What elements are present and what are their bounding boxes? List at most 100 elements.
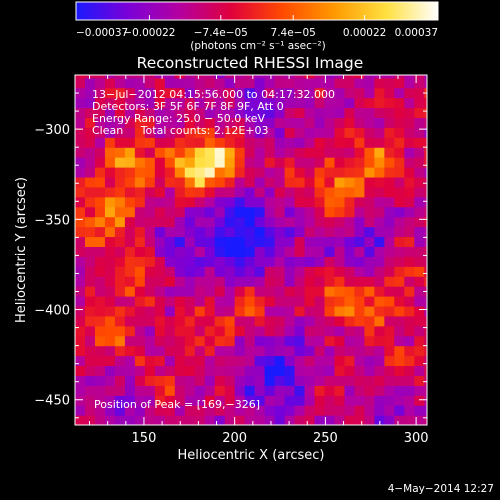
heatmap-cell: [224, 216, 236, 228]
heatmap-cell: [94, 305, 106, 317]
heatmap-cell: [324, 385, 336, 396]
heatmap-cell: [354, 365, 366, 376]
heatmap-cell: [124, 236, 136, 247]
heatmap-cell: [284, 216, 296, 228]
heatmap-cell: [124, 167, 136, 178]
heatmap-cell: [304, 167, 316, 178]
heatmap-cell: [424, 256, 427, 267]
heatmap-cell: [75, 355, 86, 367]
heatmap-cell: [234, 77, 246, 89]
heatmap-cell: [174, 256, 186, 267]
heatmap-cell: [424, 75, 427, 79]
heatmap-cell: [224, 276, 236, 287]
heatmap-cell: [75, 236, 86, 247]
heatmap-cell: [134, 186, 146, 198]
heatmap-cell: [204, 176, 216, 188]
heatmap-cell: [304, 186, 316, 198]
heatmap-cell: [94, 415, 106, 425]
heatmap-cell: [174, 176, 186, 188]
heatmap-cell: [274, 77, 286, 89]
heatmap-cell: [294, 395, 306, 406]
heatmap-cell: [164, 206, 176, 218]
heatmap-cell: [154, 315, 166, 327]
heatmap-cell: [264, 117, 276, 128]
heatmap-cell: [314, 137, 326, 148]
heatmap-cell: [104, 176, 116, 188]
heatmap-cell: [104, 97, 116, 109]
heatmap-cell: [304, 216, 316, 228]
heatmap-cell: [204, 147, 216, 158]
heatmap-cell: [214, 365, 226, 376]
heatmap-cell: [234, 75, 246, 79]
heatmap-cell: [404, 286, 415, 297]
heatmap-cell: [294, 87, 306, 99]
heatmap-cell: [334, 236, 346, 247]
heatmap-cell: [274, 137, 286, 148]
heatmap-cell: [364, 286, 375, 297]
heatmap-cell: [424, 167, 427, 178]
heatmap-cell: [254, 216, 266, 228]
heatmap-cell: [134, 147, 146, 158]
heatmap-cell: [224, 395, 236, 406]
heatmap-cell: [164, 127, 176, 138]
heatmap-cell: [274, 75, 286, 79]
heatmap-cell: [124, 415, 136, 425]
heatmap-cell: [344, 77, 356, 89]
colorbar-tick-label: 7.4e−05: [271, 27, 316, 39]
heatmap-cell: [224, 186, 236, 198]
heatmap-cell: [224, 157, 236, 168]
heatmap-cell: [124, 345, 136, 357]
heatmap-cell: [224, 107, 236, 118]
heatmap-cell: [194, 107, 206, 118]
heatmap-cell: [354, 286, 366, 297]
heatmap-cell: [274, 167, 286, 178]
heatmap-cell: [204, 405, 216, 416]
heatmap-cell: [154, 147, 166, 158]
heatmap-cell: [204, 127, 216, 138]
heatmap-cell: [224, 117, 236, 128]
heatmap-cell: [184, 157, 196, 168]
heatmap-cell: [364, 236, 375, 247]
heatmap-cell: [234, 137, 246, 148]
heatmap-cell: [104, 325, 116, 337]
heatmap-cell: [314, 405, 326, 416]
heatmap-cell: [184, 315, 196, 327]
heatmap-cell: [364, 246, 375, 257]
heatmap-cell: [404, 196, 415, 208]
heatmap-cell: [294, 137, 306, 148]
heatmap-cell: [114, 266, 126, 277]
heatmap-cell: [84, 256, 96, 267]
heatmap-cell: [364, 167, 375, 178]
heatmap-cell: [264, 365, 276, 376]
heatmap-cell: [104, 395, 116, 406]
heatmap-cell: [144, 385, 156, 396]
heatmap-cell: [414, 256, 425, 267]
heatmap-cell: [134, 206, 146, 218]
heatmap-cell: [364, 206, 375, 218]
heatmap-cell: [144, 276, 156, 287]
heatmap-cell: [224, 315, 236, 327]
heatmap-cell: [424, 176, 427, 188]
heatmap-cell: [264, 107, 276, 118]
heatmap-cell: [144, 157, 156, 168]
heatmap-cell: [154, 97, 166, 109]
heatmap-cell: [414, 385, 425, 396]
heatmap-cell: [75, 266, 86, 277]
heatmap-cell: [364, 176, 375, 188]
heatmap-cell: [244, 147, 256, 158]
heatmap-cell: [264, 206, 276, 218]
heatmap-cell: [324, 246, 336, 257]
heatmap-cell: [224, 246, 236, 257]
heatmap-cell: [354, 325, 366, 337]
heatmap-cell: [284, 365, 296, 376]
heatmap-cell: [324, 256, 336, 267]
heatmap-cell: [334, 305, 346, 317]
heatmap-cell: [234, 176, 246, 188]
heatmap-cell: [364, 256, 375, 267]
heatmap-cell: [134, 296, 146, 307]
heatmap-cell: [414, 216, 425, 228]
heatmap-cell: [394, 315, 405, 327]
heatmap-cell: [184, 117, 196, 128]
heatmap-cell: [214, 355, 226, 367]
x-tick-label: 200: [222, 431, 247, 446]
